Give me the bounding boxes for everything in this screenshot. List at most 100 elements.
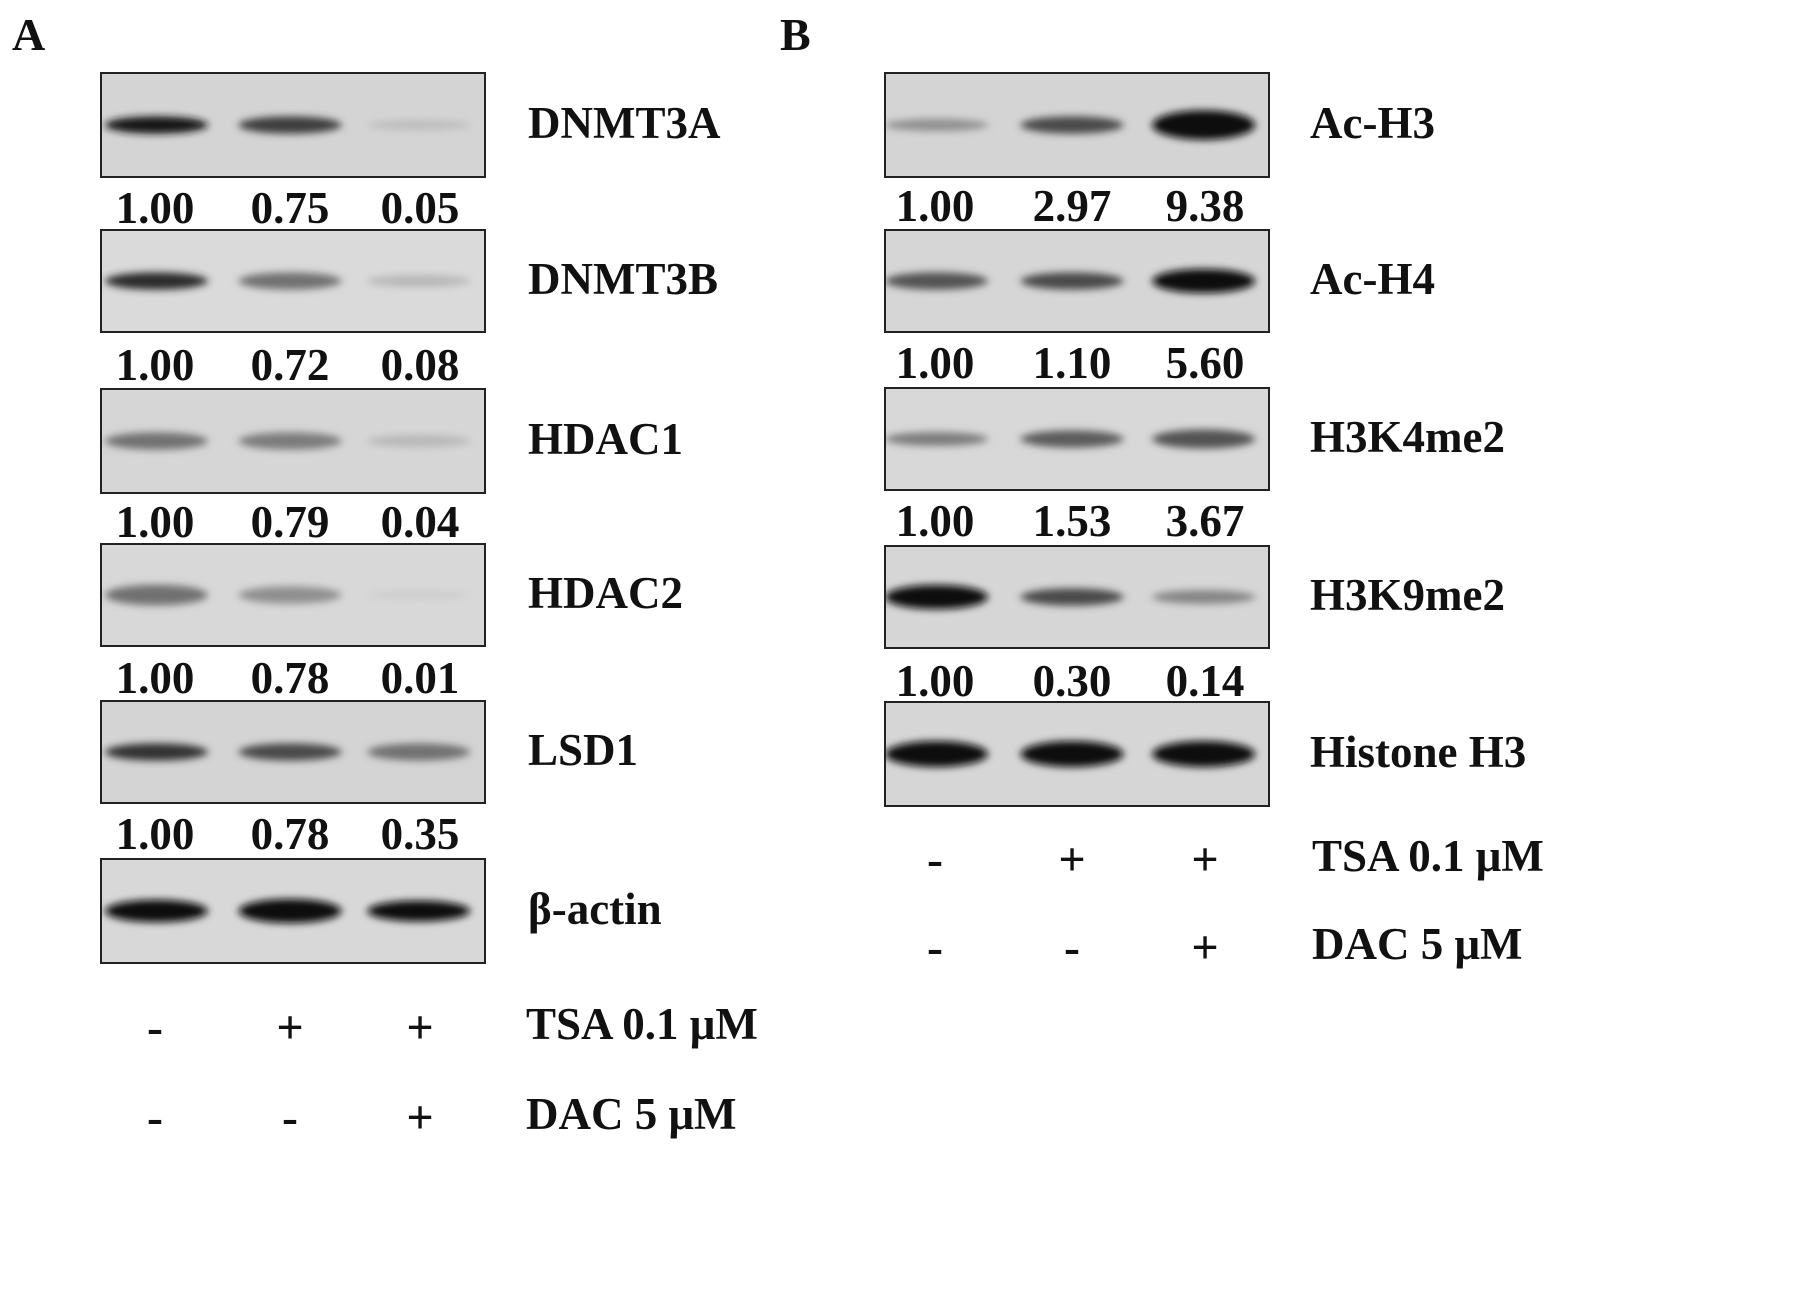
band-h3k9me2-lane-1 [886,584,988,610]
blot-label-histone-h3: Histone H3 [1310,727,1527,777]
band-h3k4me2-lane-1 [886,432,988,446]
band-dnmt3a-lane-3 [367,119,471,131]
band-hdac2-lane-3 [367,590,471,600]
treatment-sign-tsa-0-1-m-lane-3: + [406,1001,434,1054]
treatment-sign-tsa-0-1-m-lane-2: + [276,1001,304,1054]
band-histone-h3-lane-2 [1020,741,1124,767]
blot-label-h3k4me2: H3K4me2 [1310,412,1505,462]
band-actin-lane-2 [238,898,342,924]
band-ac-h4-lane-2 [1020,272,1124,290]
treatment-label-dac-5-m: DAC 5 μM [1312,919,1523,969]
quant-ac-h3-lane-3: 9.38 [1165,181,1245,231]
band-hdac2-lane-2 [238,586,342,604]
quant-hdac1-lane-1: 1.00 [115,497,195,547]
band-actin-lane-3 [367,900,471,922]
band-lsd1-lane-3 [367,743,471,761]
blot-label-dnmt3a: DNMT3A [528,98,721,148]
band-hdac1-lane-2 [238,432,342,450]
band-actin-lane-1 [104,899,208,923]
quant-dnmt3a-lane-3: 0.05 [380,183,460,233]
band-h3k4me2-lane-2 [1020,430,1124,448]
band-hdac1-lane-3 [367,434,471,448]
panel-a-letter: A [12,9,46,60]
blot-hdac1 [100,388,486,494]
treatment-sign-dac-5-m-lane-2: - [282,1091,298,1144]
band-dnmt3b-lane-3 [367,274,471,288]
treatment-sign-dac-5-m-lane-3: + [406,1091,434,1144]
band-dnmt3b-lane-1 [104,272,208,290]
band-dnmt3a-lane-2 [238,116,342,134]
band-lsd1-lane-1 [104,743,208,761]
band-ac-h3-lane-3 [1152,110,1256,140]
quant-lsd1-lane-2: 0.78 [250,809,330,859]
quant-h3k9me2-lane-3: 0.14 [1165,656,1245,706]
quant-hdac2-lane-2: 0.78 [250,653,330,703]
band-ac-h3-lane-1 [886,118,988,132]
blot-dnmt3b [100,229,486,333]
blot-label-hdac2: HDAC2 [528,568,683,618]
treatment-sign-tsa-0-1-m-lane-1: - [147,1001,163,1054]
band-ac-h4-lane-3 [1152,268,1256,294]
quant-dnmt3a-lane-1: 1.00 [115,183,195,233]
quant-h3k4me2-lane-1: 1.00 [895,496,975,546]
quant-hdac2-lane-1: 1.00 [115,653,195,703]
band-lsd1-lane-2 [238,743,342,761]
band-ac-h4-lane-1 [886,272,988,290]
band-histone-h3-lane-1 [886,741,988,767]
panel-b-letter: B [780,9,811,60]
quant-ac-h4-lane-3: 5.60 [1165,338,1245,388]
quant-lsd1-lane-3: 0.35 [380,809,460,859]
quant-ac-h3-lane-2: 2.97 [1032,181,1112,231]
blot-label-lsd1: LSD1 [528,725,639,775]
treatment-label-tsa-0-1-m: TSA 0.1 μM [526,999,758,1049]
band-hdac2-lane-1 [104,584,208,606]
band-h3k9me2-lane-3 [1152,590,1256,604]
band-dnmt3b-lane-2 [238,272,342,290]
treatment-sign-dac-5-m-lane-2: - [1064,921,1080,974]
band-ac-h3-lane-2 [1020,116,1124,134]
band-dnmt3a-lane-1 [104,116,208,134]
treatment-sign-tsa-0-1-m-lane-1: - [927,833,943,886]
treatment-sign-tsa-0-1-m-lane-2: + [1058,833,1086,886]
blot-label-actin: β-actin [528,884,662,934]
quant-ac-h4-lane-2: 1.10 [1032,338,1112,388]
quant-ac-h4-lane-1: 1.00 [895,338,975,388]
blot-hdac2 [100,543,486,647]
blot-h3k9me2 [884,545,1270,649]
quant-dnmt3b-lane-2: 0.72 [250,340,330,390]
quant-h3k9me2-lane-2: 0.30 [1032,656,1112,706]
quant-h3k9me2-lane-1: 1.00 [895,656,975,706]
quant-hdac1-lane-2: 0.79 [250,497,330,547]
band-histone-h3-lane-3 [1152,741,1256,767]
quant-hdac1-lane-3: 0.04 [380,497,460,547]
treatment-sign-dac-5-m-lane-1: - [147,1091,163,1144]
quant-h3k4me2-lane-2: 1.53 [1032,496,1112,546]
blot-label-dnmt3b: DNMT3B [528,254,718,304]
quant-hdac2-lane-3: 0.01 [380,653,460,703]
quant-dnmt3a-lane-2: 0.75 [250,183,330,233]
quant-h3k4me2-lane-3: 3.67 [1165,496,1245,546]
blot-lsd1 [100,700,486,804]
quant-ac-h3-lane-1: 1.00 [895,181,975,231]
treatment-sign-dac-5-m-lane-3: + [1191,921,1219,974]
blot-dnmt3a [100,72,486,178]
quant-dnmt3b-lane-3: 0.08 [380,340,460,390]
blot-h3k4me2 [884,387,1270,491]
treatment-label-dac-5-m: DAC 5 μM [526,1089,737,1139]
blot-histone-h3 [884,701,1270,807]
blot-label-ac-h3: Ac-H3 [1310,98,1435,148]
blot-label-hdac1: HDAC1 [528,414,683,464]
quant-lsd1-lane-1: 1.00 [115,809,195,859]
quant-dnmt3b-lane-1: 1.00 [115,340,195,390]
band-hdac1-lane-1 [104,432,208,450]
blot-label-ac-h4: Ac-H4 [1310,254,1435,304]
blot-actin [100,858,486,964]
treatment-sign-dac-5-m-lane-1: - [927,921,943,974]
treatment-sign-tsa-0-1-m-lane-3: + [1191,833,1219,886]
treatment-label-tsa-0-1-m: TSA 0.1 μM [1312,831,1544,881]
blot-ac-h4 [884,229,1270,333]
band-h3k4me2-lane-3 [1152,429,1256,449]
blot-label-h3k9me2: H3K9me2 [1310,570,1505,620]
blot-ac-h3 [884,72,1270,178]
band-h3k9me2-lane-2 [1020,588,1124,606]
